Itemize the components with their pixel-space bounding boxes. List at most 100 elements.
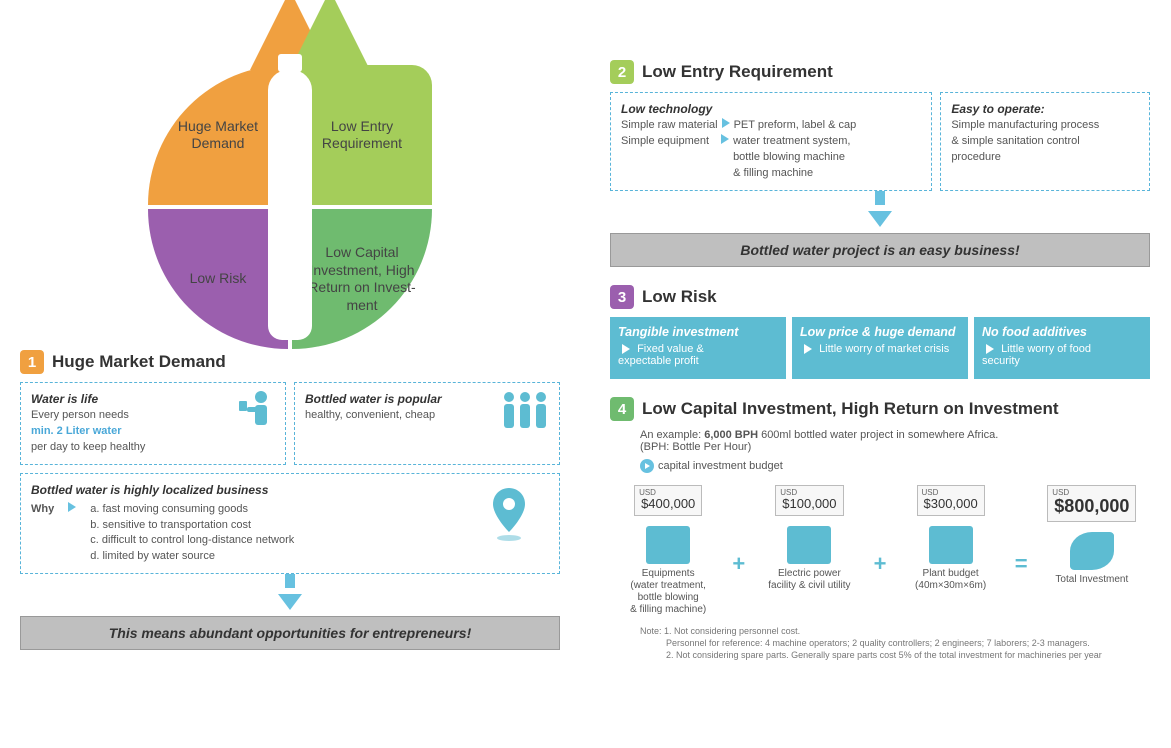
example-bold: 6,000 BPH <box>704 429 758 441</box>
section-badge-4: 4 <box>610 397 634 421</box>
section-title: Low Capital Investment, High Return on I… <box>642 399 1059 419</box>
section-3-heading: 3 Low Risk <box>610 285 1150 309</box>
box-bottled-popular: Bottled water is popular healthy, conven… <box>294 382 560 465</box>
bottle-cutout <box>268 70 312 340</box>
reason-a: a. fast moving consuming goods <box>90 502 294 518</box>
arrow-down-icon <box>278 594 302 610</box>
box-title: Low technology <box>621 101 921 118</box>
quadrant-label: Low Entry Requirement <box>292 112 432 159</box>
section-4-heading: 4 Low Capital Investment, High Return on… <box>610 397 1150 421</box>
inv-item: USD$100,000 Electric power facility & ci… <box>751 485 867 592</box>
risk-card-line: Fixed value & expectable profit <box>618 343 704 367</box>
people-group-icon <box>497 389 553 439</box>
money-icon <box>1070 532 1114 570</box>
arrow-icon <box>986 344 994 354</box>
box-title: Bottled water is highly localized busine… <box>31 482 549 499</box>
sec4-notes: Note: 1. Not considering personnel cost.… <box>640 626 1150 661</box>
risk-card-title: Low price & huge demand <box>800 325 960 339</box>
section-1-heading: 1 Huge Market Demand <box>20 350 560 374</box>
risk-card-title: Tangible investment <box>618 325 778 339</box>
risk-card: Tangible investment Fixed value & expect… <box>610 317 786 379</box>
risk-card-title: No food additives <box>982 325 1142 339</box>
sec1-conclusion: This means abundant opportunities for en… <box>20 616 560 650</box>
example-post: 600ml bottled water project in somewhere… <box>758 429 998 441</box>
arrow-icon <box>722 118 730 128</box>
arrow-icon <box>721 134 729 144</box>
section-title: Huge Market Demand <box>52 352 226 372</box>
plus-icon: + <box>732 525 745 577</box>
quadrant-label: Low Risk <box>184 264 253 294</box>
plus-icon: + <box>874 525 887 577</box>
box-title: Easy to operate: <box>951 101 1139 118</box>
equals-icon: = <box>1015 525 1028 577</box>
inv-item: USD$300,000 Plant budget (40m×30m×6m) <box>892 485 1008 592</box>
section-title: Low Risk <box>642 287 717 307</box>
arrow-icon <box>622 344 630 354</box>
arrow-icon <box>68 502 76 512</box>
risk-card: No food additives Little worry of food s… <box>974 317 1150 379</box>
reason-c: c. difficult to control long-distance ne… <box>90 533 294 549</box>
why-label: Why <box>31 502 54 566</box>
section-title: Low Entry Requirement <box>642 62 833 82</box>
section-badge-1: 1 <box>20 350 44 374</box>
equipment-icon <box>646 526 690 564</box>
risk-card-line: Little worry of market crisis <box>819 343 949 355</box>
quadrant-low-entry: Low Entry Requirement <box>292 65 432 205</box>
section-2-heading: 2 Low Entry Requirement <box>610 60 1150 84</box>
power-icon <box>787 526 831 564</box>
inv-total: USD$800,000 Total Investment <box>1034 485 1150 586</box>
quadrant-label: Low Capital Investment, High Return on I… <box>292 238 432 320</box>
box-low-tech: Low technology Simple raw material PET p… <box>610 92 932 191</box>
sec1-row1: Water is life Every person needs min. 2 … <box>20 382 560 465</box>
investment-row: USD$400,000 Equipments (water treatment,… <box>610 485 1150 616</box>
arrow-stem <box>285 574 295 588</box>
bph-note: (BPH: Bottle Per Hour) <box>640 441 1150 453</box>
sec2-row: Low technology Simple raw material PET p… <box>610 92 1150 191</box>
bullet-icon <box>640 459 654 473</box>
reason-b: b. sensitive to transportation cost <box>90 518 294 534</box>
l1a: Simple raw material <box>621 118 718 134</box>
quadrant-huge-demand: Huge Market Demand <box>148 65 288 205</box>
quadrant-low-risk: Low Risk <box>148 209 288 349</box>
box-line: Simple manufacturing process & simple sa… <box>951 118 1139 166</box>
inv-label: Total Investment <box>1034 574 1150 586</box>
left-column: Huge Market Demand Low Entry Requirement… <box>20 10 560 650</box>
arrow-icon <box>804 344 812 354</box>
section-badge-2: 2 <box>610 60 634 84</box>
risk-card: Low price & huge demand Little worry of … <box>792 317 968 379</box>
section-badge-3: 3 <box>610 285 634 309</box>
right-column: 2 Low Entry Requirement Low technology S… <box>610 50 1150 661</box>
price-badge: USD$400,000 <box>634 485 702 516</box>
budget-label: capital investment budget <box>658 460 783 472</box>
reason-d: d. limited by water source <box>90 549 294 565</box>
quadrant-label: Huge Market Demand <box>148 112 288 159</box>
example-pre: An example: <box>640 429 704 441</box>
arrow-down-icon <box>868 211 892 227</box>
inv-item: USD$400,000 Equipments (water treatment,… <box>610 485 726 616</box>
price-badge-total: USD$800,000 <box>1047 485 1136 522</box>
l1b: PET preform, label & cap <box>734 118 857 134</box>
person-drinking-icon <box>233 389 279 439</box>
box-water-is-life: Water is life Every person needs min. 2 … <box>20 382 286 465</box>
price-badge: USD$300,000 <box>917 485 985 516</box>
note-1: Note: 1. Not considering personnel cost. <box>640 626 1150 638</box>
quadrant-low-capital: Low Capital Investment, High Return on I… <box>292 209 432 349</box>
arrow-stem <box>875 191 885 205</box>
l2b: water treatment system, bottle blowing m… <box>733 134 850 182</box>
l2a: Simple equipment <box>621 134 709 182</box>
sec4-example: An example: 6,000 BPH 600ml bottled wate… <box>640 429 1150 473</box>
droplet-tip-right <box>290 0 370 70</box>
risk-card-line: Little worry of food security <box>982 343 1091 367</box>
location-pin-icon <box>489 488 529 542</box>
factory-icon <box>929 526 973 564</box>
price-badge: USD$100,000 <box>775 485 843 516</box>
box-easy-operate: Easy to operate: Simple manufacturing pr… <box>940 92 1150 191</box>
note-2: 2. Not considering spare parts. Generall… <box>640 650 1150 662</box>
box-localized: Bottled water is highly localized busine… <box>20 473 560 574</box>
box-line: per day to keep healthy <box>31 440 275 456</box>
droplet-diagram: Huge Market Demand Low Entry Requirement… <box>140 10 440 340</box>
risk-cards-row: Tangible investment Fixed value & expect… <box>610 317 1150 379</box>
sec2-conclusion: Bottled water project is an easy busines… <box>610 233 1150 267</box>
note-1b: Personnel for reference: 4 machine opera… <box>640 638 1150 650</box>
inv-label: Plant budget (40m×30m×6m) <box>892 568 1008 592</box>
